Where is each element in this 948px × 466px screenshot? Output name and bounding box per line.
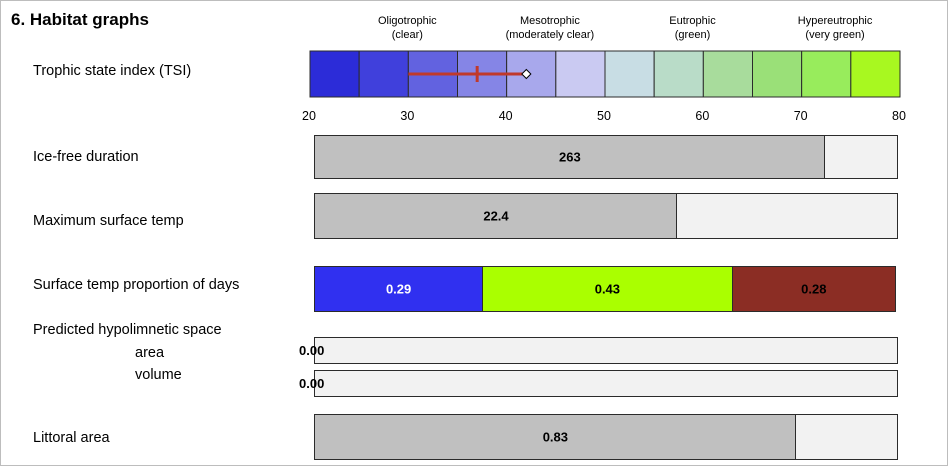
proportion-bar: 0.29 0.43 0.28: [314, 266, 896, 312]
tsi-band: [555, 50, 606, 98]
tsi-category-desc: (very green): [805, 29, 865, 41]
tsi-category-desc: (clear): [391, 29, 423, 41]
tsi-band: [801, 50, 852, 98]
littoral-value: 0.83: [542, 429, 569, 445]
tsi-label: Trophic state index (TSI): [33, 63, 192, 79]
tsi-band: [358, 50, 409, 98]
tsi-tick-label: 60: [695, 109, 710, 123]
tsi-band: [309, 50, 360, 98]
max-temp-value: 22.4: [483, 208, 509, 224]
tsi-category-eutrophic: Eutrophic (green): [628, 14, 758, 42]
hypolimnion-volume-bar: [314, 370, 898, 397]
tsi-band: [653, 50, 704, 98]
tsi-tick-label: 50: [597, 109, 611, 123]
tsi-band: [702, 50, 754, 98]
tsi-category-name: Mesotrophic: [519, 15, 580, 27]
tsi-category-name: Hypereutrophic: [797, 15, 873, 27]
ice-free-bar-fill: [315, 136, 825, 178]
hypolimnion-label: Predicted hypolimnetic space: [33, 322, 222, 338]
tsi-tick-label: 20: [302, 109, 316, 123]
proportion-segment: 0.28: [732, 267, 895, 311]
tsi-tick-label: 70: [793, 109, 808, 123]
tsi-tick-label: 80: [892, 109, 906, 123]
hypolimnion-volume-label: volume: [135, 367, 182, 383]
proportion-segment-value: 0.29: [385, 281, 412, 297]
tsi-tick-label: 40: [498, 109, 513, 123]
tsi-category-hypereutrophic: Hypereutrophic (very green): [770, 14, 900, 42]
littoral-bar-fill: [315, 415, 796, 459]
tsi-category-name: Oligotrophic: [377, 15, 437, 27]
ice-free-label: Ice-free duration: [33, 149, 139, 165]
tsi-gradient-chart: [309, 50, 901, 98]
tsi-band: [752, 50, 803, 98]
tsi-band: [850, 50, 901, 98]
tsi-band: [604, 50, 655, 98]
proportion-segment: 0.43: [483, 267, 733, 311]
proportion-segment: 0.29: [315, 267, 484, 311]
tsi-category-mesotrophic: Mesotrophic (moderately clear): [485, 14, 615, 42]
max-temp-label: Maximum surface temp: [33, 213, 184, 229]
hypolimnion-area-label: area: [135, 345, 165, 361]
hypolimnion-area-value: 0.00: [299, 343, 325, 358]
section-title: 6. Habitat graphs: [11, 10, 149, 29]
ice-free-bar: 263: [314, 135, 898, 179]
proportion-segment-value: 0.43: [594, 281, 621, 297]
proportion-label: Surface temp proportion of days: [33, 277, 240, 293]
tsi-marker: [521, 68, 532, 80]
tsi-tick-label: 30: [400, 109, 415, 123]
max-temp-bar: 22.4: [314, 193, 898, 239]
littoral-bar: 0.83: [314, 414, 898, 460]
littoral-label: Littoral area: [33, 430, 110, 446]
tsi-category-desc: (green): [674, 29, 711, 41]
tsi-category-name: Eutrophic: [669, 15, 716, 27]
tsi-category-desc: (moderately clear): [505, 29, 595, 41]
max-temp-bar-fill: [315, 194, 677, 238]
tsi-category-oligotrophic: Oligotrophic (clear): [342, 14, 472, 42]
proportion-segment-value: 0.28: [801, 281, 827, 297]
hypolimnion-volume-value: 0.00: [299, 376, 325, 391]
hypolimnion-area-bar: [314, 337, 898, 364]
ice-free-value: 263: [559, 149, 581, 165]
